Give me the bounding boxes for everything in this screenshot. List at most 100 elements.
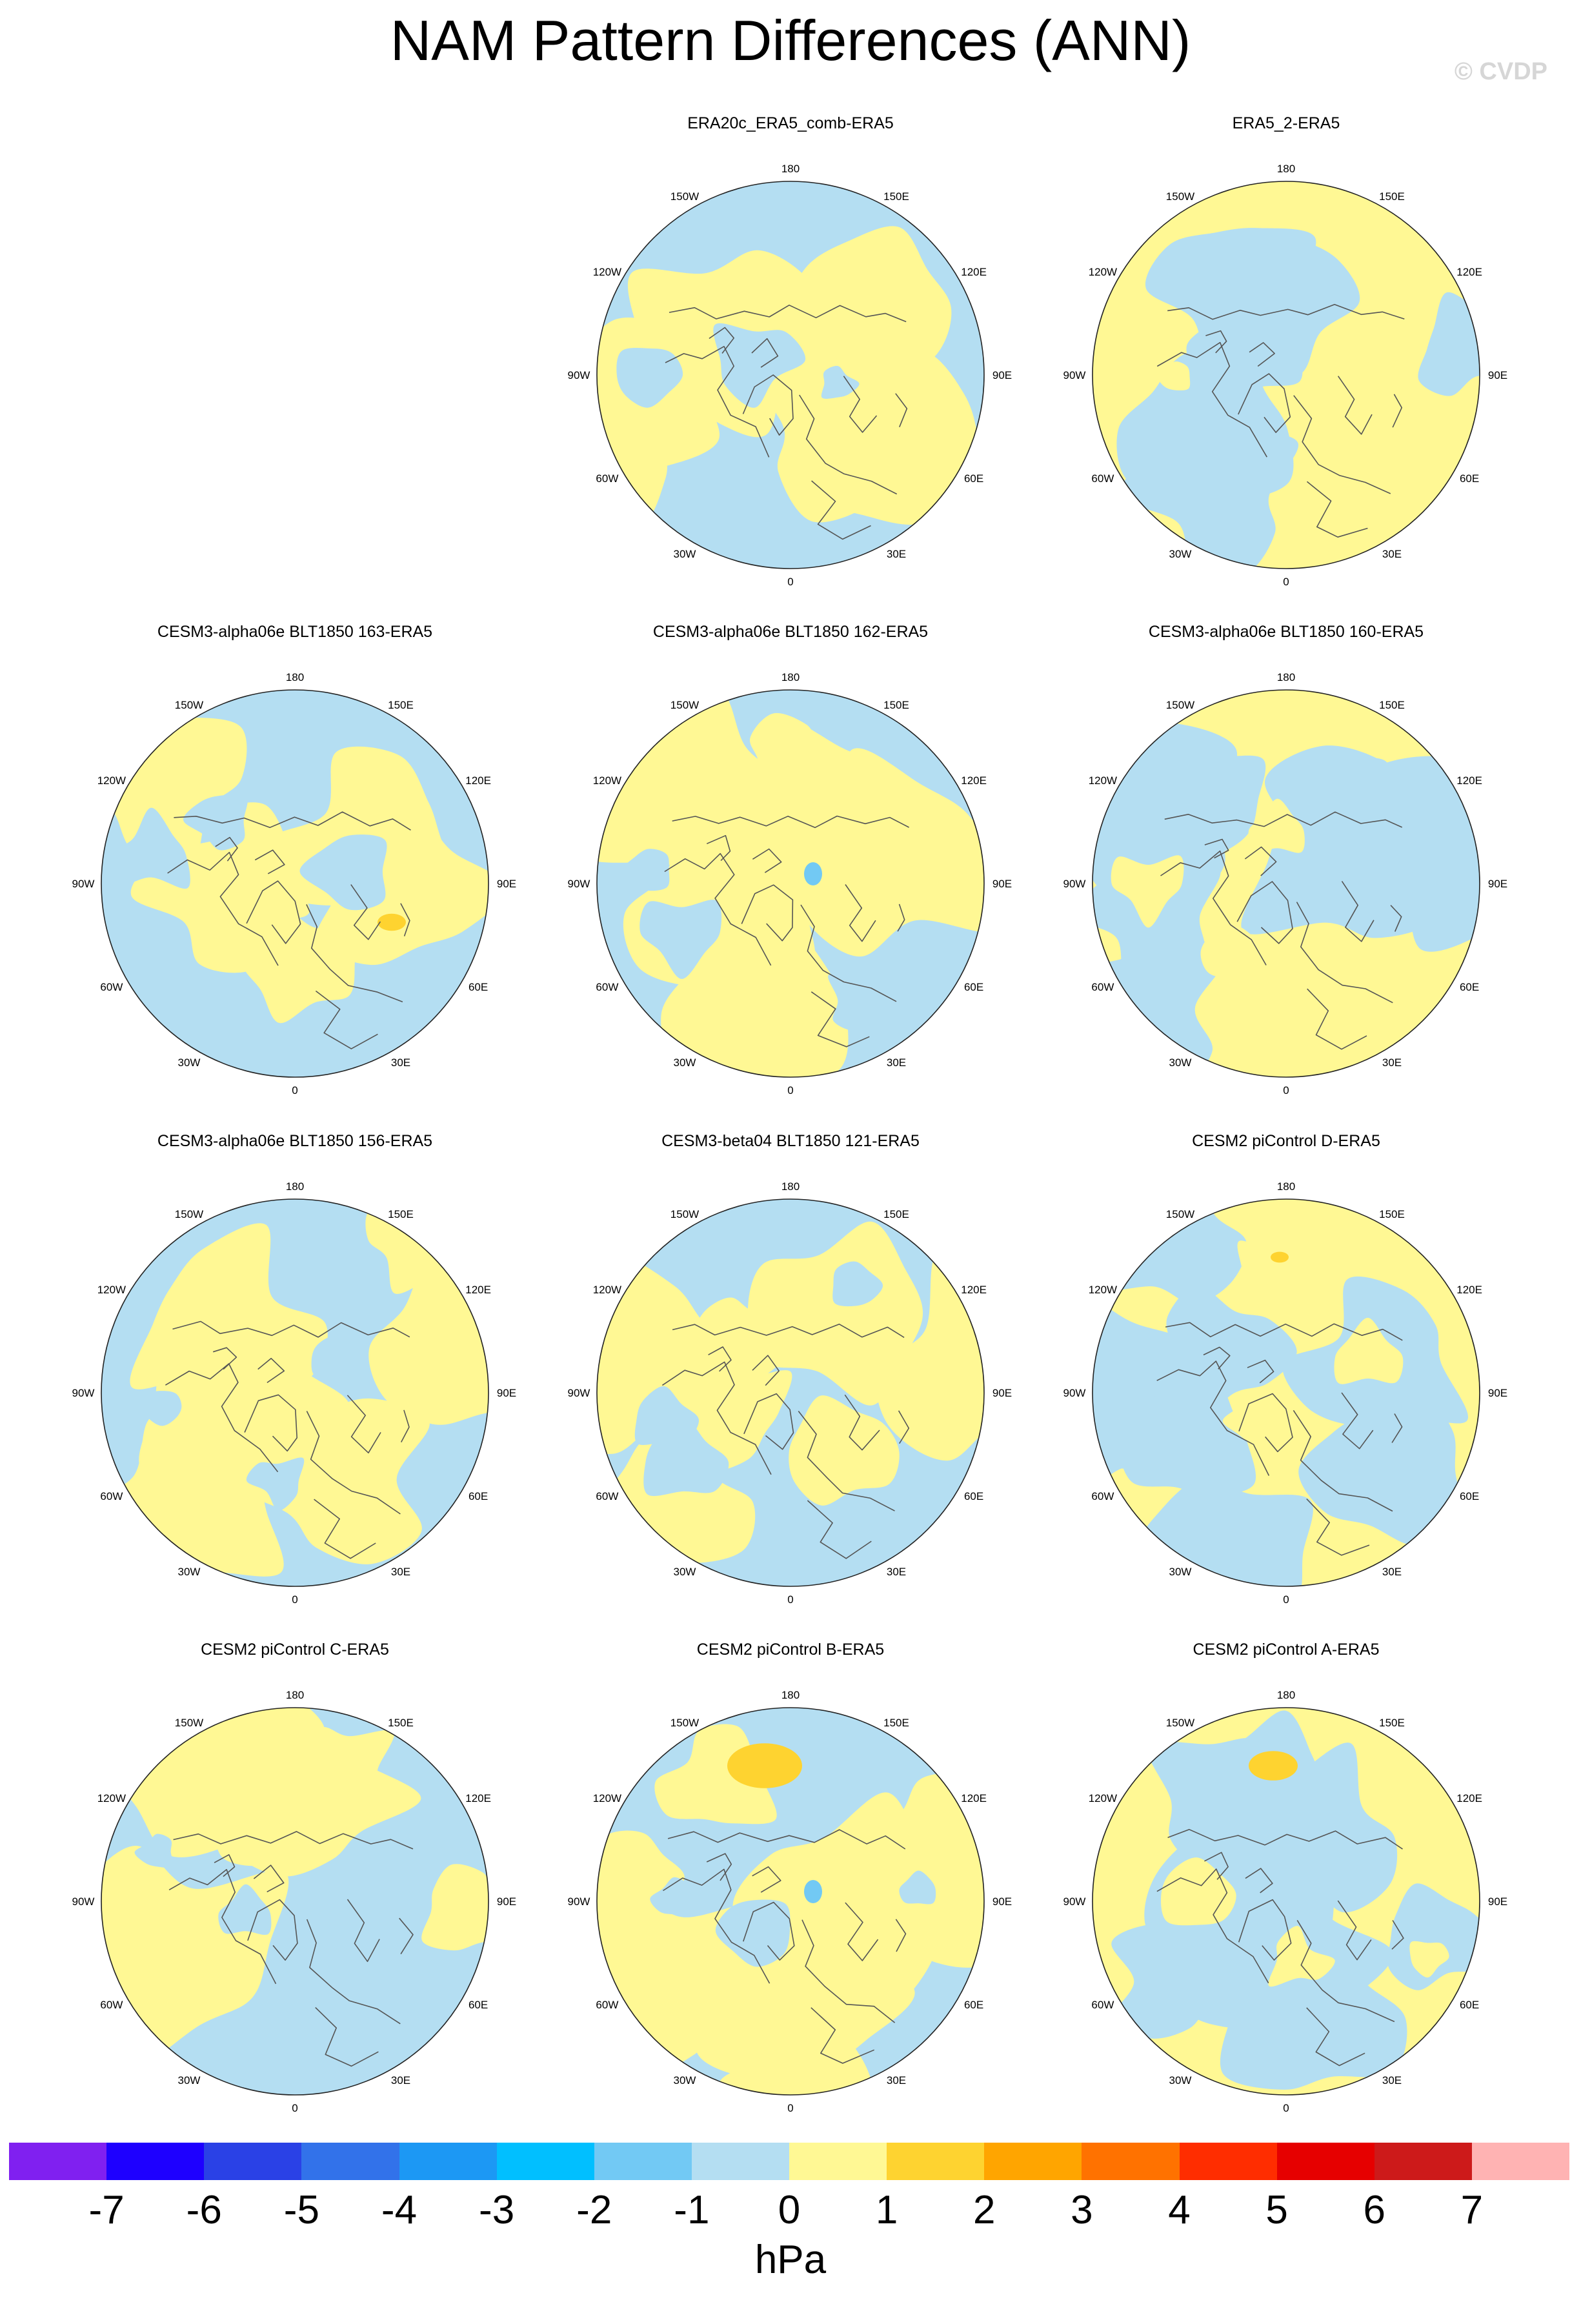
longitude-label: 150E (1379, 699, 1405, 711)
anomaly-region (1145, 228, 1316, 366)
map-panel-6: CESM3-alpha06e BLT1850 156-ERA5 180 150E 1… (37, 1131, 553, 1641)
longitude-label: 30W (1169, 548, 1192, 560)
coastline (1244, 846, 1277, 876)
longitude-label: 90W (1063, 878, 1086, 890)
longitude-label: 120E (961, 774, 987, 787)
longitude-label: 30E (391, 2074, 410, 2087)
coastline (1238, 1393, 1293, 1453)
anomaly-region (616, 348, 683, 408)
longitude-label: 30W (674, 2074, 696, 2087)
longitude-label: 60E (468, 1999, 488, 2011)
colorbar-swatch (887, 2143, 985, 2180)
longitude-label: 60E (1460, 1490, 1479, 1502)
anomaly-region (639, 900, 722, 979)
longitude-label: 30E (391, 1056, 410, 1069)
longitude-label: 120E (961, 1284, 987, 1296)
coastline (895, 1919, 907, 1952)
longitude-label: 0 (787, 1593, 793, 1606)
coastline (399, 1917, 414, 1955)
coastline (1160, 850, 1267, 965)
longitude-label: 60E (964, 1490, 983, 1502)
coastline (314, 1499, 376, 1559)
coastline (898, 1410, 910, 1444)
coastlines (1156, 304, 1405, 538)
coastlines (165, 1320, 410, 1559)
coastline (246, 880, 301, 944)
longitude-label: 120E (1456, 1792, 1482, 1804)
coastline (244, 1394, 297, 1452)
longitude-label: 120W (97, 1792, 126, 1804)
longitude-label: 150W (175, 1208, 203, 1220)
longitude-label: 60W (1091, 1490, 1114, 1502)
colorbar-tick-label: 1 (875, 2188, 898, 2232)
anomaly-region (713, 323, 806, 408)
longitude-label: 120E (465, 774, 491, 787)
longitude-label: 90W (568, 369, 590, 381)
strong-anomaly-region (1249, 1751, 1298, 1781)
longitude-label: 60W (1091, 1999, 1114, 2011)
longitude-label: 90W (1063, 369, 1086, 381)
map-fill (597, 1708, 984, 2095)
longitude-label: 120W (97, 774, 126, 787)
coastline (1249, 342, 1275, 367)
longitude-label: 60E (1460, 981, 1479, 993)
map-fill (101, 1708, 488, 2095)
colorbar-swatch (594, 2143, 692, 2180)
panel-title: CESM3-alpha06e BLT1850 156-ERA5 (157, 1132, 433, 1150)
coastline (167, 851, 279, 966)
anomaly-region (1158, 361, 1191, 390)
colorbar-tick-label: -3 (479, 2188, 515, 2232)
map-panel-1: ERA20c_ERA5_comb-ERA5 180 150E 120E 90E 60E 3… (532, 113, 1049, 623)
colorbar-swatch (1082, 2143, 1180, 2180)
panel-title: CESM3-alpha06e BLT1850 163-ERA5 (157, 623, 433, 641)
longitude-label: 150E (883, 699, 909, 711)
polar-map: 180 150E 120E 90E 60E 30E 0 30W 60W 90W 120W 150W (1063, 1689, 1508, 2114)
coastline (752, 1866, 781, 1893)
longitude-label: 120E (961, 1792, 987, 1804)
anomaly-region (1176, 1710, 1323, 1867)
coastline (350, 884, 381, 940)
longitude-label: 30W (1169, 1566, 1192, 1578)
longitude-label: 90W (1063, 1895, 1086, 1908)
anomaly-region (1166, 1285, 1297, 1419)
colorbar-tick-label: 5 (1265, 2188, 1288, 2232)
longitude-label: 90E (992, 1895, 1012, 1908)
longitude-label: 120E (465, 1792, 491, 1804)
longitude-label: 90W (568, 878, 590, 890)
colorbar-swatch (691, 2143, 789, 2180)
coastline (743, 1901, 795, 1961)
coastline (168, 1869, 277, 1985)
colorbar-tick-label: 6 (1363, 2188, 1385, 2232)
coastline (1236, 881, 1293, 944)
coastline (1337, 1900, 1372, 1961)
coastline (1296, 1919, 1395, 2023)
coastline (1296, 902, 1393, 1004)
coastline (1337, 376, 1373, 435)
coastline (1167, 1828, 1403, 1850)
anomaly-region (717, 1998, 886, 2095)
anomaly-region (740, 712, 859, 811)
longitude-label: 180 (1277, 1689, 1295, 1701)
longitude-label: 30E (887, 1056, 906, 1069)
coastline (306, 1919, 401, 2025)
panel-title: CESM2 piControl A-ERA5 (1193, 1641, 1380, 1659)
colorbar-tick-label: 3 (1071, 2188, 1093, 2232)
anomaly-region (643, 1417, 729, 1497)
coastline (400, 1410, 410, 1442)
anomaly-region (1135, 1478, 1313, 1586)
longitude-label: 150E (388, 1717, 414, 1729)
coastline (1203, 1346, 1231, 1369)
longitude-label: 90E (1488, 878, 1507, 890)
anomaly-region (1097, 1199, 1247, 1304)
colorbar-swatch (984, 2143, 1082, 2180)
longitude-label: 90W (568, 1387, 590, 1399)
longitude-label: 60E (468, 1490, 488, 1502)
colorbar-tick-label: -6 (186, 2188, 222, 2232)
longitude-label: 90W (72, 878, 95, 890)
longitude-label: 120W (593, 774, 621, 787)
longitude-label: 60W (596, 1999, 618, 2011)
coastline (843, 376, 878, 433)
coastline (661, 1361, 772, 1475)
longitude-label: 90E (497, 878, 516, 890)
anomaly-region (1119, 432, 1299, 569)
